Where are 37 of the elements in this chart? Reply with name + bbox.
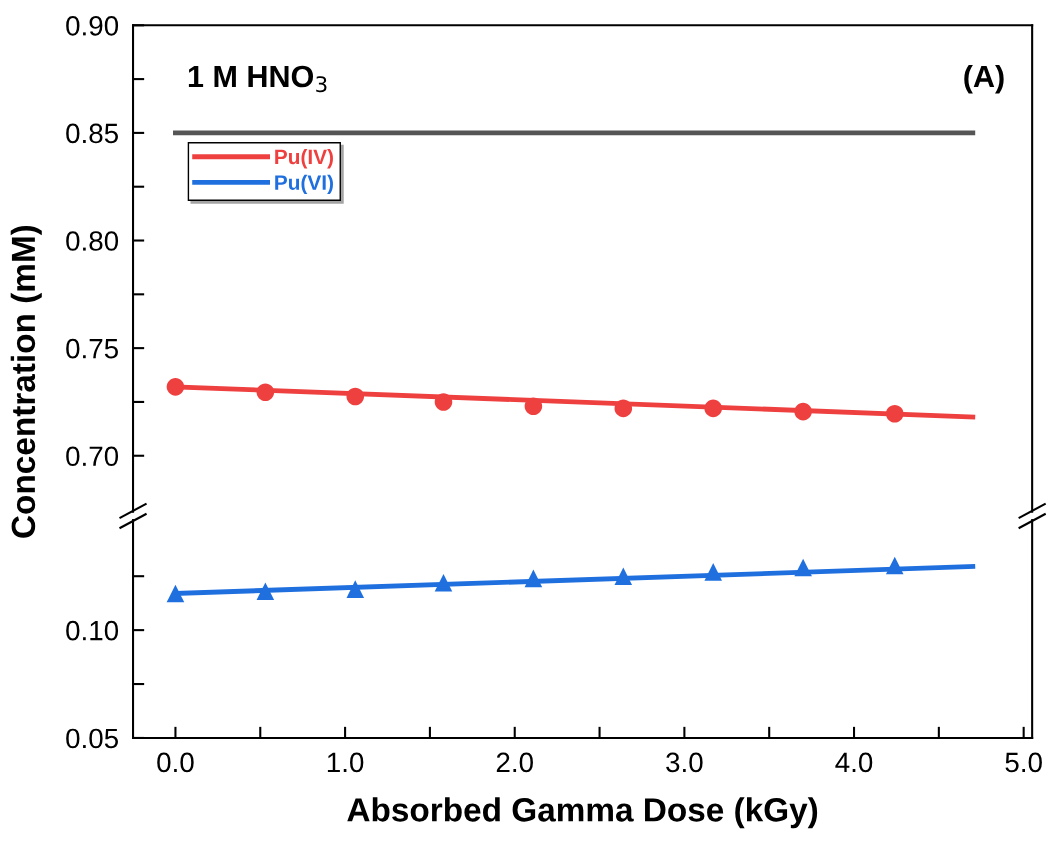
y-tick-label: 0.05: [66, 728, 118, 749]
point: [346, 580, 365, 598]
y-axis-title: Concentration (mM): [10, 225, 42, 538]
point: [524, 397, 543, 416]
x-tick-label: 4.0: [835, 752, 873, 773]
point: [704, 399, 722, 418]
point: [794, 558, 812, 577]
point: [614, 399, 633, 418]
legend-label: Pu(VI): [275, 174, 333, 195]
point: [166, 378, 185, 396]
x-tick-label: 1.0: [327, 752, 364, 773]
annotation: (A): [964, 64, 1004, 94]
legend-label: Pu(IV): [275, 148, 333, 169]
x-tick-label: 2.0: [496, 752, 533, 773]
x-axis-title: Absorbed Gamma Dose (kGy): [347, 797, 818, 829]
point: [256, 383, 275, 402]
point: [256, 582, 275, 601]
y-tick-label: 0.75: [66, 338, 118, 359]
x-tick-label: 3.0: [666, 752, 703, 773]
point: [885, 556, 904, 575]
point: [346, 387, 365, 406]
point: [434, 573, 453, 592]
point: [885, 404, 904, 423]
point: [166, 584, 185, 603]
y-tick-label: 0.90: [66, 15, 119, 36]
point: [704, 563, 722, 581]
point: [794, 402, 812, 421]
y-tick-label: 0.10: [66, 620, 119, 641]
point: [614, 567, 633, 585]
annotation: 1 M HNO$_{3}$: [188, 65, 327, 93]
y-tick-label: 0.80: [66, 231, 119, 251]
y-tick-label: 0.70: [66, 446, 119, 467]
point: [524, 569, 543, 588]
x-tick-label: 5.0: [1005, 752, 1042, 773]
point: [434, 393, 453, 411]
y-tick-label: 0.85: [66, 123, 118, 144]
x-tick-label: 0.0: [157, 752, 194, 773]
